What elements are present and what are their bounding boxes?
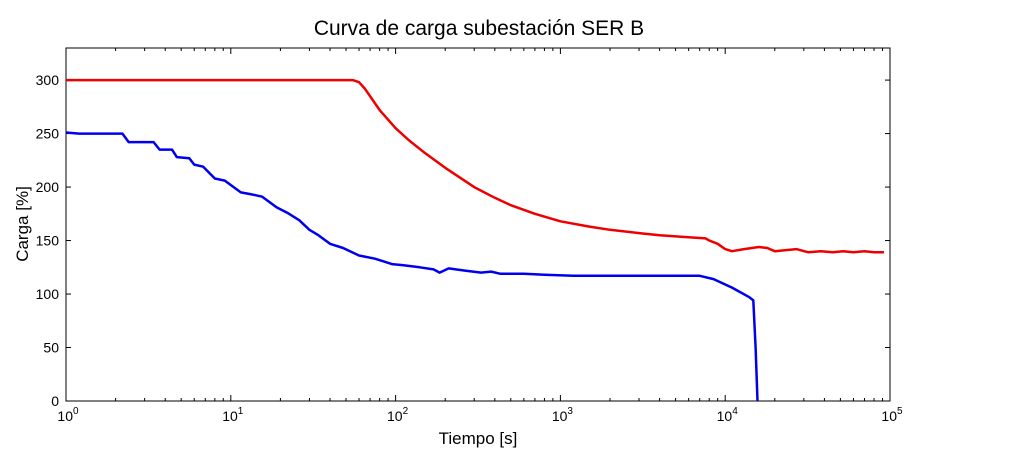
x-tick-label: 104 — [717, 406, 739, 424]
x-tick-base: 10 — [717, 408, 733, 424]
y-tick-label: 150 — [36, 233, 60, 249]
x-tick-base: 10 — [881, 408, 897, 424]
x-tick-label: 100 — [57, 406, 79, 424]
plot-frame — [66, 48, 890, 401]
x-tick-label: 102 — [387, 406, 409, 424]
x-tick-label: 101 — [222, 406, 244, 424]
x-tick-label: 105 — [881, 406, 903, 424]
x-tick-base: 10 — [57, 408, 73, 424]
x-tick-exponent: 1 — [238, 406, 244, 417]
chart-title: Curva de carga subestación SER B — [314, 17, 644, 40]
y-tick-label: 50 — [43, 340, 59, 356]
x-axis-label: Tiempo [s] — [439, 429, 518, 448]
series-line-red — [66, 80, 884, 252]
x-tick-exponent: 5 — [897, 406, 903, 417]
chart: Curva de carga subestación SER B 0501001… — [0, 0, 1024, 451]
x-tick-exponent: 4 — [732, 406, 738, 417]
x-tick-exponent: 0 — [73, 406, 79, 417]
x-tick-base: 10 — [222, 408, 238, 424]
y-tick-label: 100 — [36, 286, 60, 302]
y-tick-label: 250 — [36, 126, 60, 142]
y-axis-label: Carga [%] — [13, 186, 32, 262]
series-layer — [66, 80, 884, 401]
y-tick-label: 300 — [36, 72, 60, 88]
series-line-blue — [66, 133, 758, 402]
y-tick-label: 200 — [36, 179, 60, 195]
x-tick-base: 10 — [387, 408, 403, 424]
x-tick-exponent: 3 — [567, 406, 573, 417]
x-tick-exponent: 2 — [403, 406, 409, 417]
y-tick-label: 0 — [51, 393, 59, 409]
x-tick-base: 10 — [552, 408, 568, 424]
x-tick-label: 103 — [552, 406, 574, 424]
